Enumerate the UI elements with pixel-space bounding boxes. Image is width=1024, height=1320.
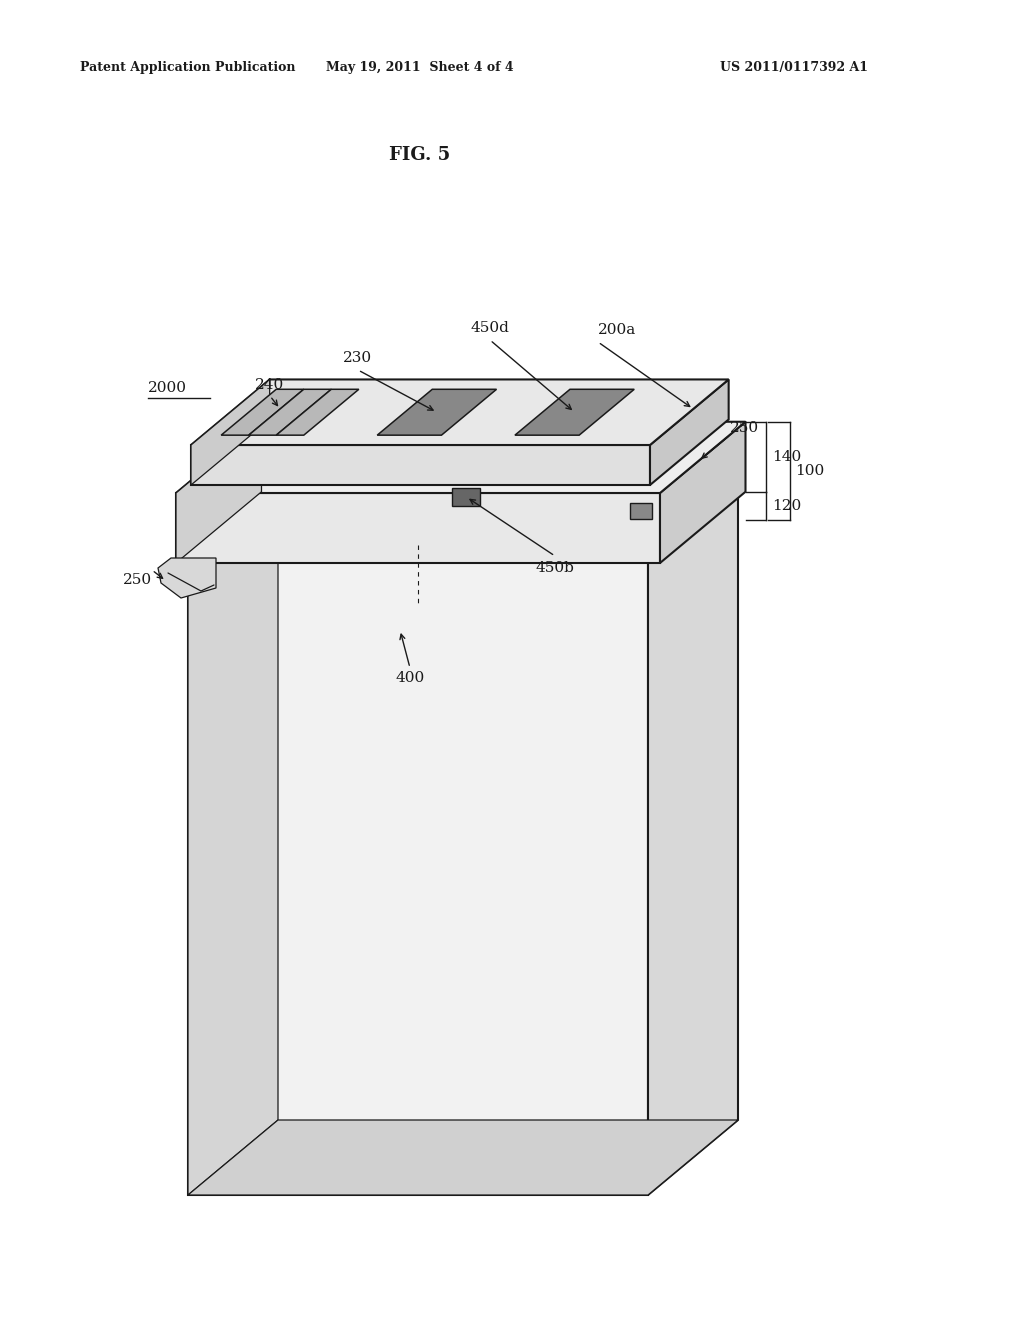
Polygon shape bbox=[276, 389, 358, 436]
Text: US 2011/0117392 A1: US 2011/0117392 A1 bbox=[720, 62, 868, 74]
Polygon shape bbox=[188, 470, 738, 545]
Polygon shape bbox=[221, 389, 304, 436]
Text: 240: 240 bbox=[255, 378, 285, 392]
Polygon shape bbox=[176, 492, 660, 564]
Polygon shape bbox=[648, 470, 738, 1195]
Polygon shape bbox=[176, 422, 745, 492]
Text: 450b: 450b bbox=[536, 561, 574, 576]
Text: 120: 120 bbox=[772, 499, 801, 512]
Text: 100: 100 bbox=[795, 463, 824, 478]
Polygon shape bbox=[650, 379, 729, 484]
Polygon shape bbox=[176, 422, 261, 564]
Bar bbox=[453, 488, 480, 506]
Text: 400: 400 bbox=[395, 671, 425, 685]
Polygon shape bbox=[191, 445, 650, 484]
Polygon shape bbox=[377, 389, 497, 436]
Text: May 19, 2011  Sheet 4 of 4: May 19, 2011 Sheet 4 of 4 bbox=[327, 62, 514, 74]
Polygon shape bbox=[191, 379, 729, 445]
Bar bbox=[630, 503, 652, 519]
Polygon shape bbox=[188, 470, 278, 1195]
Text: 2000: 2000 bbox=[148, 381, 187, 395]
Polygon shape bbox=[188, 545, 648, 1195]
Text: 250: 250 bbox=[123, 573, 152, 587]
Polygon shape bbox=[515, 389, 634, 436]
Text: 450d: 450d bbox=[471, 321, 509, 335]
Text: 140: 140 bbox=[772, 450, 801, 463]
Text: FIG. 5: FIG. 5 bbox=[389, 147, 451, 164]
Polygon shape bbox=[191, 379, 269, 484]
Polygon shape bbox=[249, 389, 332, 436]
Polygon shape bbox=[158, 558, 216, 598]
Polygon shape bbox=[188, 1119, 738, 1195]
Text: Patent Application Publication: Patent Application Publication bbox=[80, 62, 296, 74]
Text: 200a: 200a bbox=[598, 323, 636, 337]
Text: 230: 230 bbox=[343, 351, 373, 366]
Polygon shape bbox=[660, 422, 745, 564]
Text: 250: 250 bbox=[730, 421, 759, 436]
